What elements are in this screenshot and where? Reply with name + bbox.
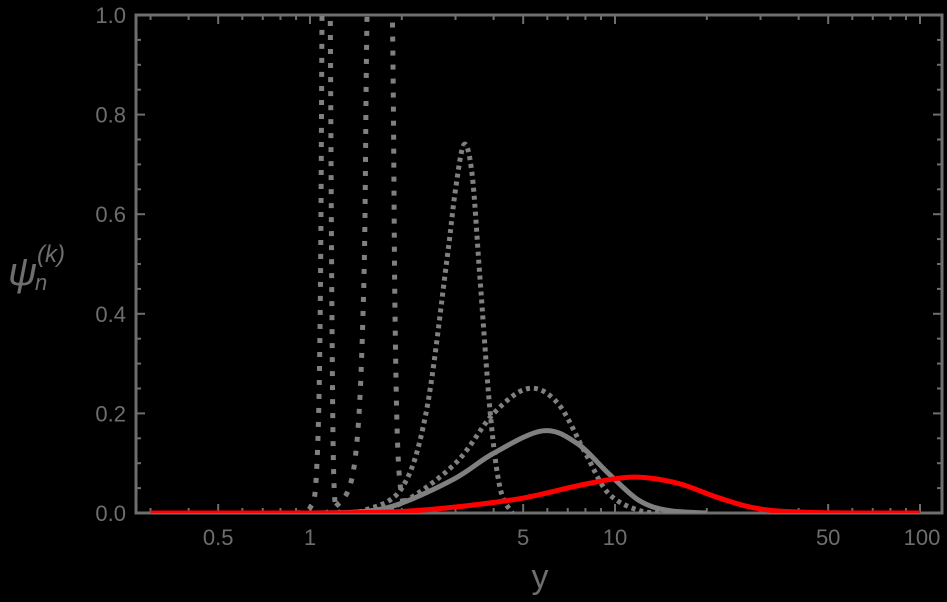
axis-ticks <box>136 14 942 514</box>
y-axis-title-base: ψ <box>8 250 37 294</box>
y-tick-label: 1.0 <box>95 3 126 28</box>
x-tick-label: 1 <box>304 525 316 550</box>
x-axis-title: y <box>532 558 549 596</box>
y-tick-label: 0.8 <box>95 103 126 128</box>
curve-2-line <box>309 15 408 513</box>
y-tick-label: 0.2 <box>95 401 126 426</box>
curve-6-line <box>150 474 921 513</box>
x-tick-labels: 0.5 1 5 10 50 100 <box>203 525 940 550</box>
plot-curves <box>150 15 921 513</box>
y-tick-label: 0.0 <box>95 501 126 526</box>
y-axis-title: ψ n (k) <box>8 241 65 295</box>
x-tick-label: 10 <box>603 525 627 550</box>
x-tick-label: 5 <box>517 525 529 550</box>
curve-1-line <box>295 15 343 513</box>
x-tick-label: 50 <box>816 525 840 550</box>
y-axis-title-sub: n <box>35 270 47 295</box>
curve-5-line <box>309 428 707 513</box>
y-tick-label: 0.6 <box>95 202 126 227</box>
x-tick-label: 100 <box>904 525 941 550</box>
y-axis-title-sup: (k) <box>37 241 65 268</box>
x-tick-label: 0.5 <box>203 525 234 550</box>
plot-frame <box>134 13 944 515</box>
curve-3-line <box>333 141 515 513</box>
y-tick-labels: 0.0 0.2 0.4 0.6 0.8 1.0 <box>95 3 126 526</box>
y-tick-label: 0.4 <box>95 302 126 327</box>
